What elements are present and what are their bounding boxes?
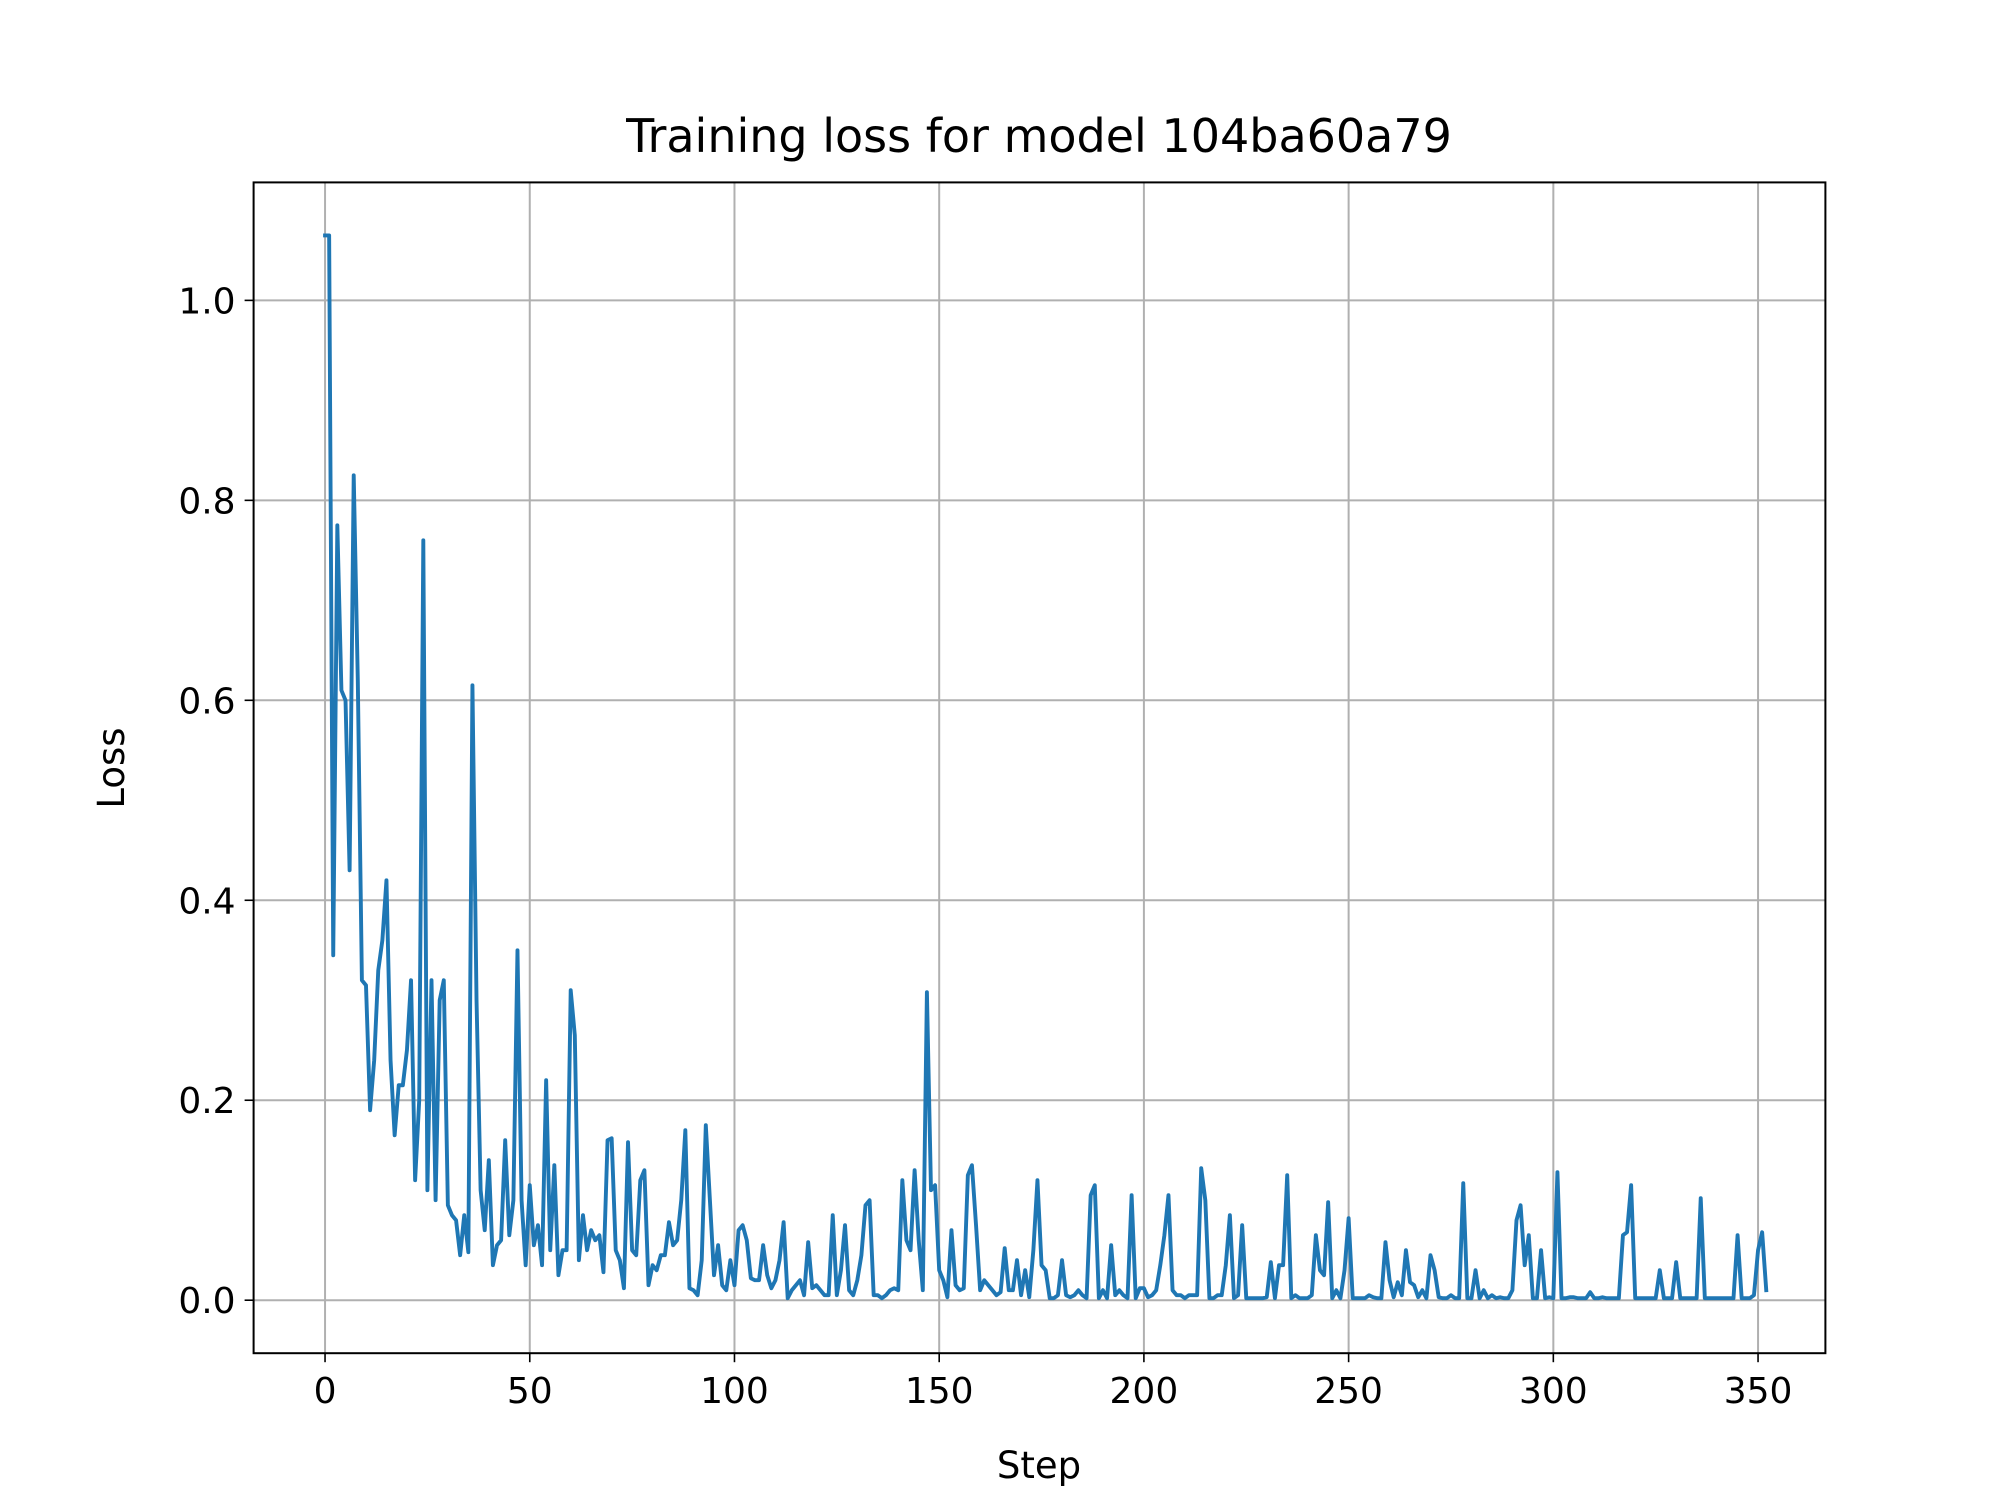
y-tick-label: 1.0 — [178, 281, 235, 322]
y-tick-label: 0.6 — [178, 681, 235, 722]
y-tick-label: 0.8 — [178, 481, 235, 522]
x-tick-label: 0 — [314, 1371, 337, 1412]
plot-frame — [252, 181, 1827, 1355]
y-tick-label: 0.2 — [178, 1081, 235, 1122]
loss-line — [323, 233, 1769, 1301]
x-axis-label: Step — [997, 1444, 1081, 1487]
y-tick-label: 0.4 — [178, 881, 235, 922]
x-tick-label: 100 — [700, 1371, 769, 1412]
x-tick-label: 50 — [507, 1371, 553, 1412]
y-axis-label: Loss — [90, 727, 133, 808]
chart-title: Training loss for model 104ba60a79 — [625, 109, 1452, 163]
x-tick-label: 300 — [1519, 1371, 1588, 1412]
x-tick-label: 150 — [905, 1371, 974, 1412]
x-tick-label: 350 — [1724, 1371, 1793, 1412]
x-tick-label: 250 — [1314, 1371, 1383, 1412]
x-tick-label: 200 — [1110, 1371, 1179, 1412]
y-tick-label: 0.0 — [178, 1281, 235, 1322]
